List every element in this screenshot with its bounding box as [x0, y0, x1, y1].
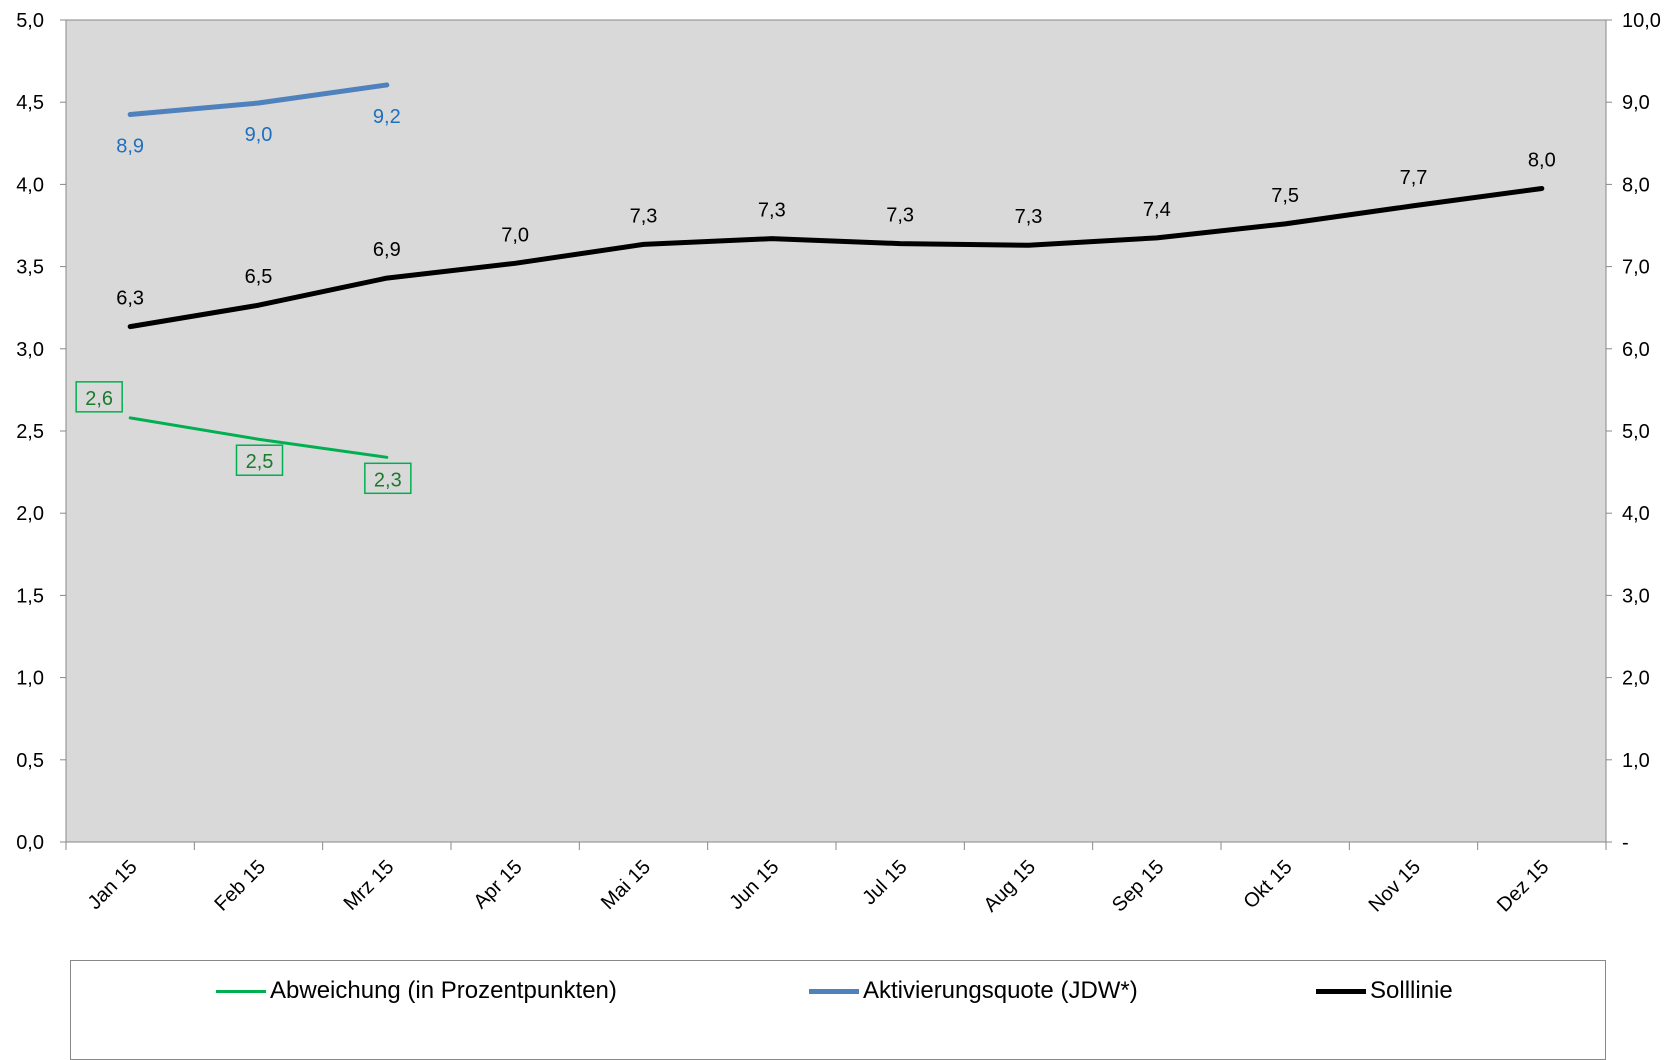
- chart: 0,0 0,5 1,0 1,5 2,0 2,5 3,0 3,5 4,0 4,5 5,0 - 1,0 2,0…: [16, 10, 1661, 1060]
- y-left-tick-label: 2,5: [16, 421, 44, 443]
- y-right-tick-label: 1,0: [1622, 750, 1650, 772]
- legend-label-abweichung: Abweichung (in Prozentpunkten): [270, 977, 617, 1004]
- data-label: 2,6: [85, 388, 113, 410]
- y-right-tick-label: 7,0: [1622, 257, 1650, 279]
- y-right-tick-label: 5,0: [1622, 421, 1650, 443]
- data-label-box: [75, 381, 123, 413]
- data-label: 6,5: [245, 266, 273, 288]
- data-label: 7,3: [758, 200, 786, 222]
- series-line-1: [127, 82, 390, 118]
- y-left-tick-label: 1,5: [16, 585, 44, 607]
- data-label: 7,3: [886, 205, 914, 227]
- x-tick-label: Mai 15: [597, 856, 655, 914]
- data-label: 7,5: [1271, 185, 1299, 207]
- data-label-box: [235, 444, 284, 476]
- data-label: 8,0: [1528, 150, 1556, 172]
- data-label: 7,3: [630, 205, 658, 227]
- data-label: 7,3: [1015, 206, 1043, 228]
- data-label-box: [364, 462, 412, 495]
- y-right-tick-label: 9,0: [1622, 92, 1650, 114]
- x-tick-label: Jan 15: [84, 856, 142, 914]
- x-tick-label: Mrz 15: [340, 856, 399, 915]
- data-label: 2,3: [374, 469, 402, 491]
- legend-item-aktivierungsquote: Aktivierungsquote (JDW*): [809, 977, 1138, 1005]
- y-left-tick-label: 0,0: [16, 832, 44, 854]
- y-left-tick-label: 4,0: [16, 174, 44, 196]
- legend: Abweichung (in Prozentpunkten) Aktivieru…: [70, 960, 1606, 1060]
- x-tick-label: Okt 15: [1239, 856, 1296, 913]
- x-tick-label: Feb 15: [210, 856, 270, 916]
- y-left-tick-label: 2,0: [16, 503, 44, 525]
- data-label: 6,9: [373, 239, 401, 261]
- legend-label-aktivierungsquote: Aktivierungsquote (JDW*): [863, 977, 1138, 1004]
- legend-item-abweichung: Abweichung (in Prozentpunkten): [216, 977, 617, 1005]
- x-tick-label: Apr 15: [469, 856, 526, 913]
- series-line-0: [128, 416, 389, 459]
- y-right-tick-label: 6,0: [1622, 339, 1650, 361]
- y-left-tick-label: 3,0: [16, 339, 44, 361]
- data-label: 7,7: [1400, 167, 1428, 189]
- x-tick-label: Jul 15: [858, 856, 911, 909]
- data-label: 6,3: [116, 288, 144, 310]
- data-label: 7,0: [501, 224, 529, 246]
- data-label: 7,4: [1143, 199, 1171, 221]
- x-tick-label: Jun 15: [725, 856, 783, 914]
- y-left-tick-label: 4,5: [16, 92, 44, 114]
- y-right-tick-label: 10,0: [1622, 10, 1661, 32]
- x-tick-label: Sep 15: [1108, 856, 1168, 916]
- y-left-tick-label: 3,5: [16, 257, 44, 279]
- data-label: 9,0: [245, 124, 273, 146]
- legend-label-solllinie: Solllinie: [1370, 977, 1453, 1004]
- legend-swatch-solllinie: [1316, 988, 1366, 994]
- series-line-2: [127, 186, 1545, 330]
- y-right-tick-label: 4,0: [1622, 503, 1650, 525]
- y-right-tick-label: 2,0: [1622, 668, 1650, 690]
- legend-swatch-aktivierungsquote: [809, 988, 859, 994]
- x-tick-label: Nov 15: [1365, 856, 1425, 916]
- x-tick-label: Aug 15: [980, 856, 1040, 916]
- legend-swatch-abweichung: [216, 989, 266, 993]
- x-tick-label: Dez 15: [1493, 856, 1553, 916]
- y-right-tick-label: 3,0: [1622, 585, 1650, 607]
- legend-item-solllinie: Solllinie: [1316, 977, 1453, 1005]
- y-right-tick-label: -: [1622, 832, 1629, 854]
- chart-canvas: 0,0 0,5 1,0 1,5 2,0 2,5 3,0 3,5 4,0 4,5 5,0 - 1,0 2,0…: [16, 10, 1661, 916]
- y-right-tick-label: 8,0: [1622, 174, 1650, 196]
- data-label: 8,9: [116, 136, 144, 158]
- y-left-tick-label: 5,0: [16, 10, 44, 32]
- plot-area: [65, 19, 1607, 843]
- y-left-tick-label: 0,5: [16, 750, 44, 772]
- data-label: 9,2: [373, 106, 401, 128]
- y-left-tick-label: 1,0: [16, 668, 44, 690]
- data-label: 2,5: [246, 451, 274, 473]
